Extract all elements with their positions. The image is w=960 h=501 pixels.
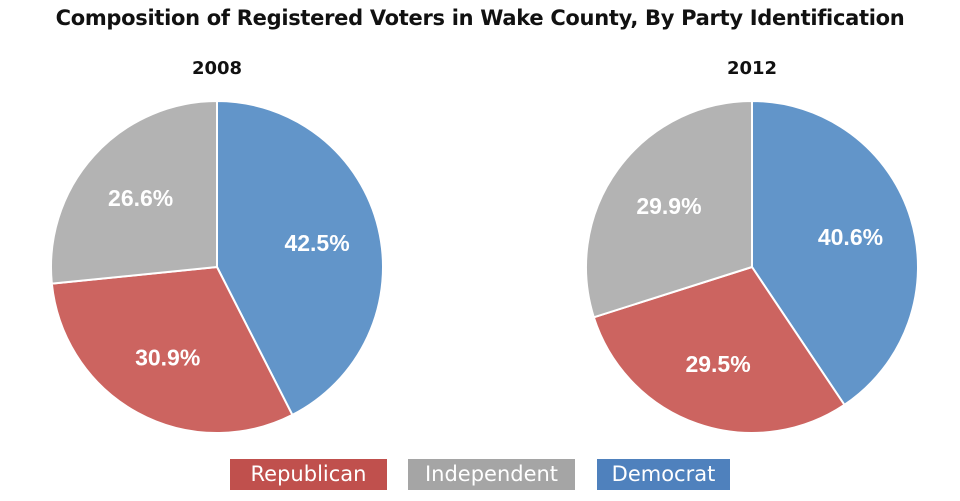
legend-democrat: Democrat: [597, 459, 730, 490]
legend-independent: Independent: [408, 459, 575, 490]
data-label-republican-2008: 30.9%: [135, 344, 200, 370]
data-label-independent-2012: 29.9%: [636, 193, 701, 219]
slice-democrat-2008: [216, 99, 384, 417]
data-label-independent-2008: 26.6%: [108, 185, 173, 211]
data-label-democrat-2012: 40.6%: [818, 224, 883, 250]
slice-republican-2012: [592, 265, 846, 434]
slice-republican-2008: [50, 265, 294, 434]
legend-republican: Republican: [230, 459, 387, 490]
data-label-democrat-2008: 42.5%: [284, 230, 349, 256]
subtitle-2008: 2008: [191, 58, 243, 79]
slice-democrat-2012: [751, 99, 919, 407]
slice-independent-2012: [585, 99, 753, 319]
slice-independent-2008: [50, 99, 218, 285]
subtitle-2012: 2012: [726, 58, 778, 79]
chart-title: Composition of Registered Voters in Wake…: [55, 6, 905, 30]
data-label-republican-2012: 29.5%: [685, 351, 750, 377]
